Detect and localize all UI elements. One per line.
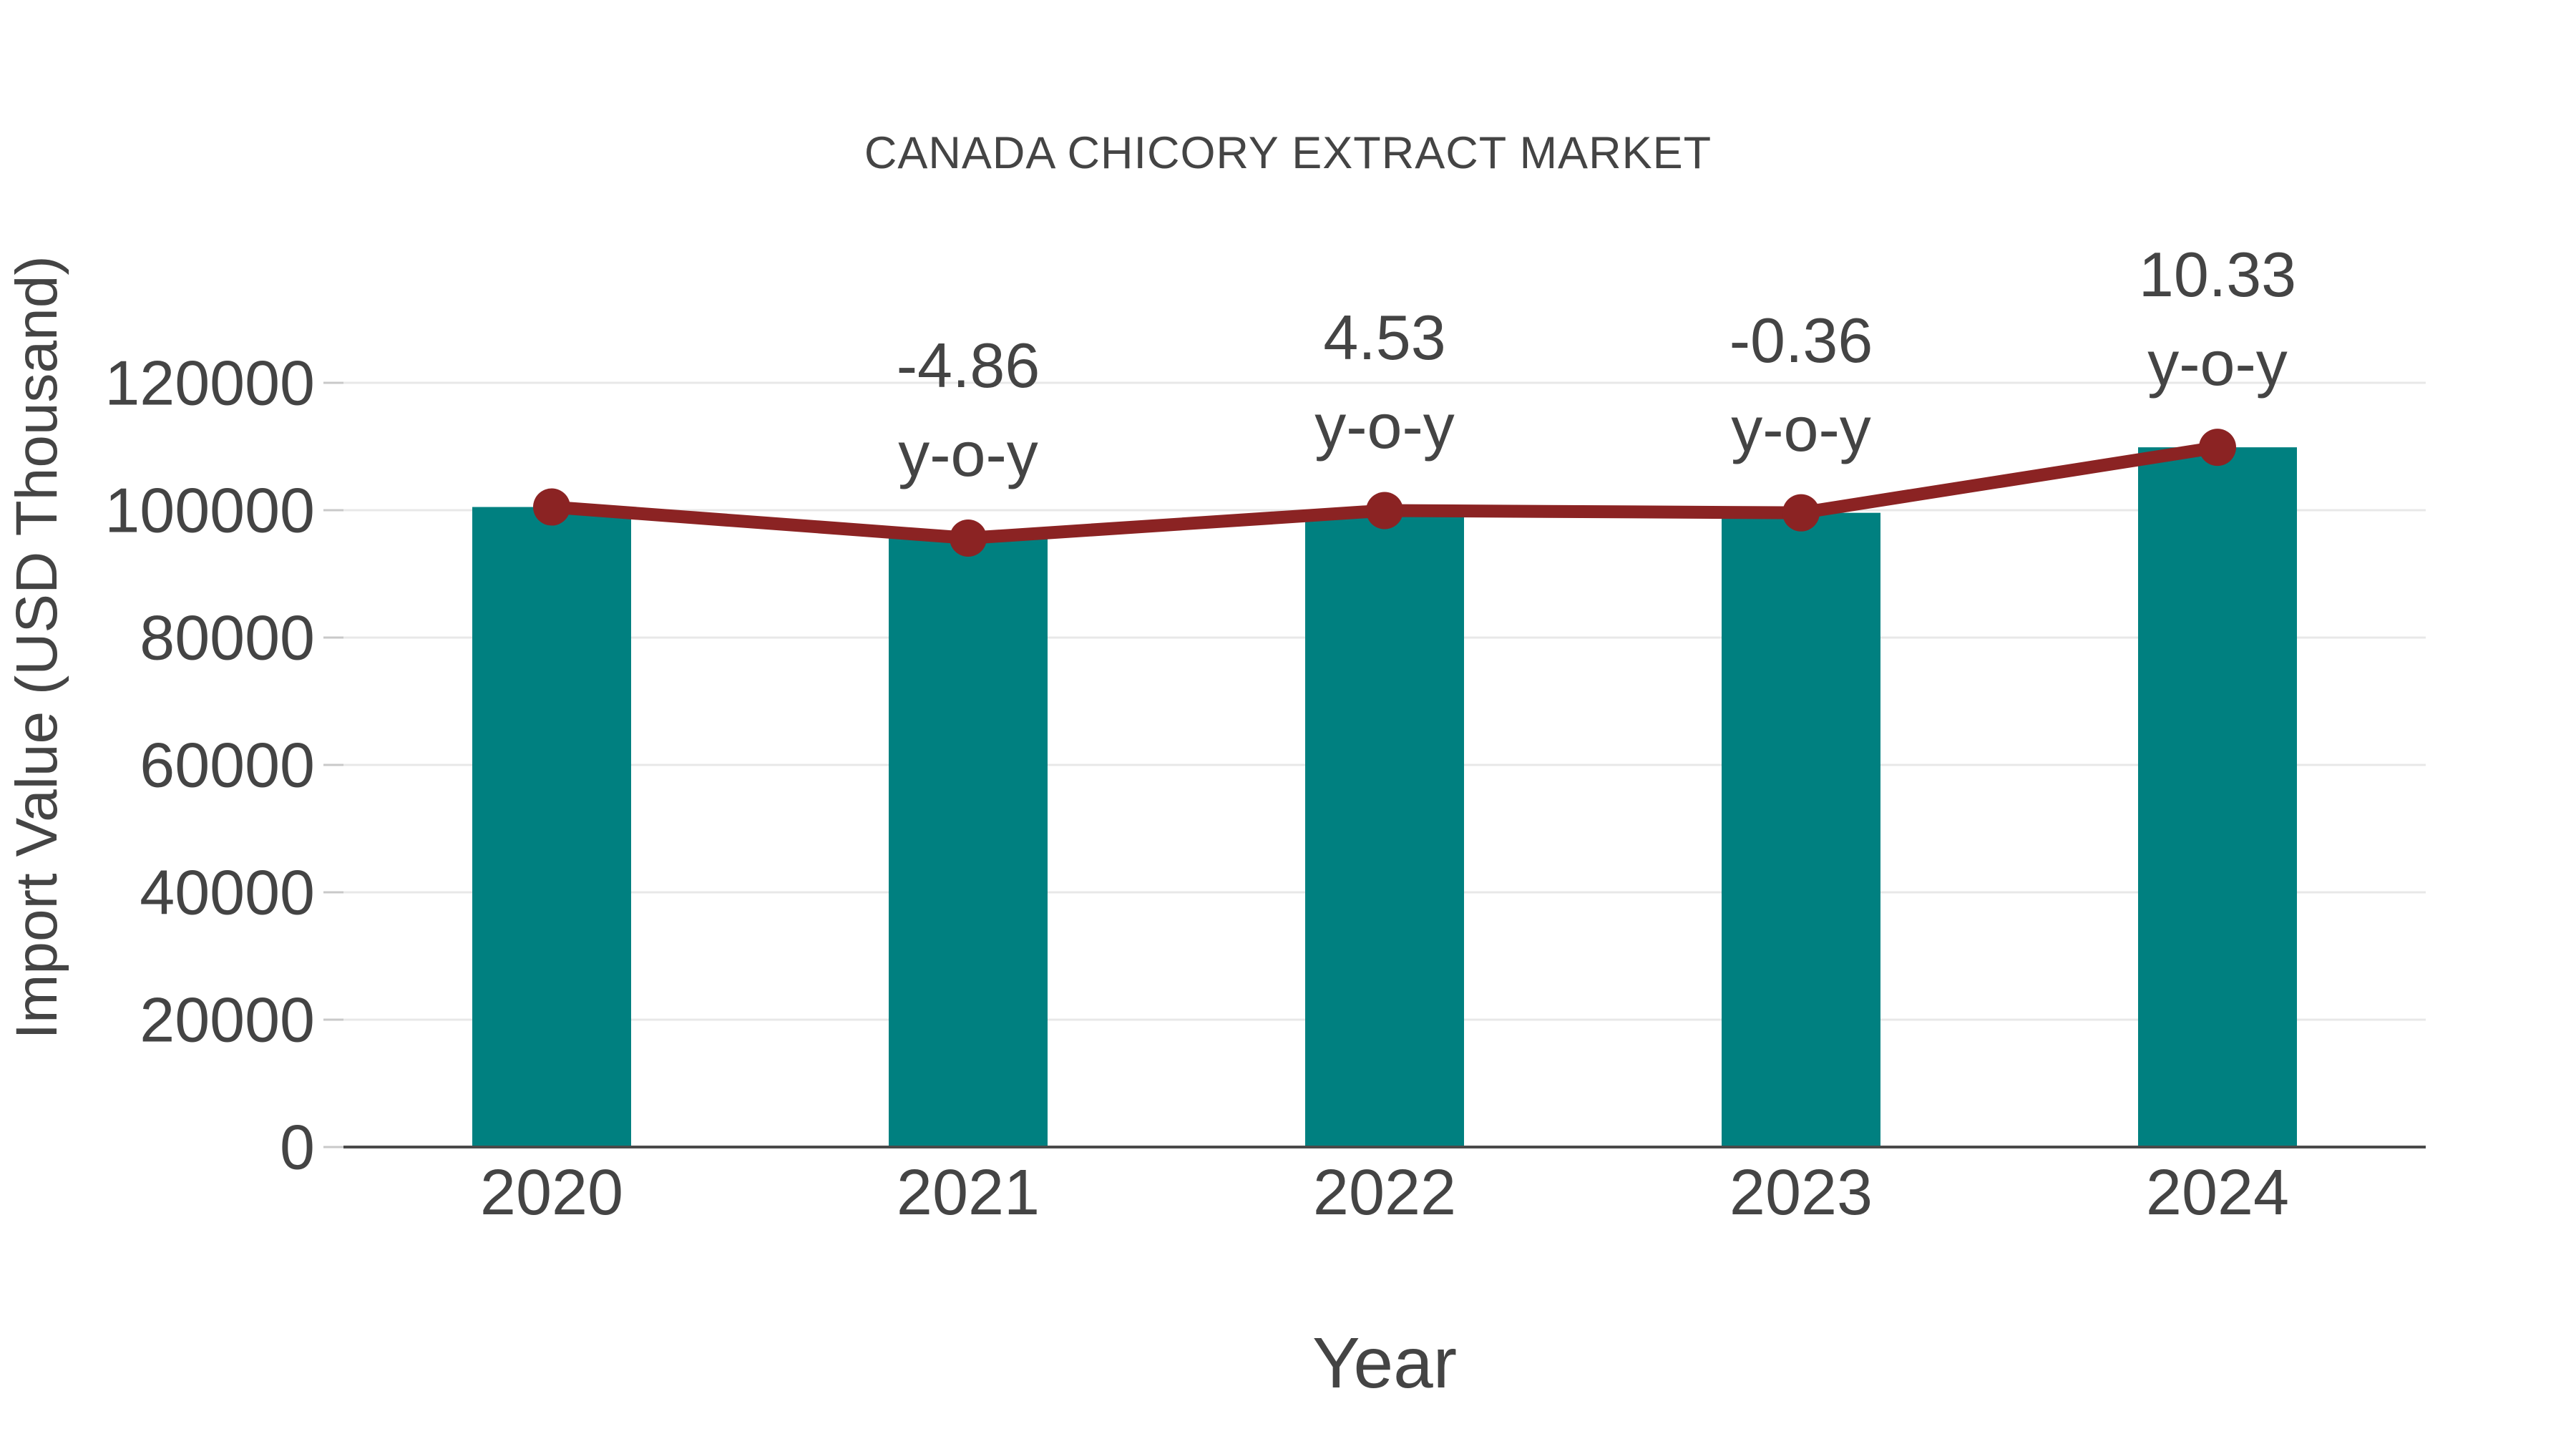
y-tick-label-120000: 120000 xyxy=(104,348,315,419)
y-tick-label-40000: 40000 xyxy=(140,857,315,928)
trend-point-2020 xyxy=(533,488,570,526)
trend-point-2024 xyxy=(2199,429,2236,467)
y-tick-label-0: 0 xyxy=(280,1112,315,1183)
yoy-label: y-o-y xyxy=(2147,328,2288,399)
chart-title: CANADA CHICORY EXTRACT MARKET xyxy=(864,128,1712,178)
x-tick-label-2021: 2021 xyxy=(897,1157,1040,1229)
bar-2022 xyxy=(1305,510,1464,1147)
trend-point-2022 xyxy=(1366,492,1403,530)
bar-2024 xyxy=(2138,447,2297,1147)
yoy-value: 4.53 xyxy=(1323,302,1446,374)
x-tick-label-2020: 2020 xyxy=(480,1157,623,1229)
x-tick-label-2022: 2022 xyxy=(1313,1157,1456,1229)
y-tick-label-100000: 100000 xyxy=(104,475,315,546)
yoy-value: -0.36 xyxy=(1729,304,1873,376)
yoy-annotation-2022: 4.53 y-o-y xyxy=(1314,293,1455,471)
yoy-value: 10.33 xyxy=(2138,239,2297,311)
bar-2020 xyxy=(472,507,631,1147)
y-axis-title: Import Value (USD Thousand) xyxy=(4,255,69,1040)
yoy-annotation-2023: -0.36 y-o-y xyxy=(1729,296,1873,474)
yoy-label: y-o-y xyxy=(1731,393,1871,464)
y-tick-label-80000: 80000 xyxy=(140,602,315,673)
x-tick-label-2024: 2024 xyxy=(2146,1157,2289,1229)
y-tick-label-60000: 60000 xyxy=(140,730,315,801)
bar-2023 xyxy=(1722,512,1880,1147)
yoy-annotation-2024: 10.33 y-o-y xyxy=(2139,230,2296,408)
x-axis-title: Year xyxy=(1312,1323,1458,1403)
y-tick-label-20000: 20000 xyxy=(140,985,315,1055)
yoy-label: y-o-y xyxy=(898,419,1038,490)
trend-point-2021 xyxy=(950,519,987,557)
yoy-annotation-2021: -4.86 y-o-y xyxy=(897,321,1040,499)
bar-2021 xyxy=(889,538,1048,1147)
yoy-label: y-o-y xyxy=(1314,391,1455,462)
trend-point-2023 xyxy=(1782,494,1820,532)
yoy-value: -4.86 xyxy=(896,330,1040,401)
x-tick-label-2023: 2023 xyxy=(1729,1157,1873,1229)
